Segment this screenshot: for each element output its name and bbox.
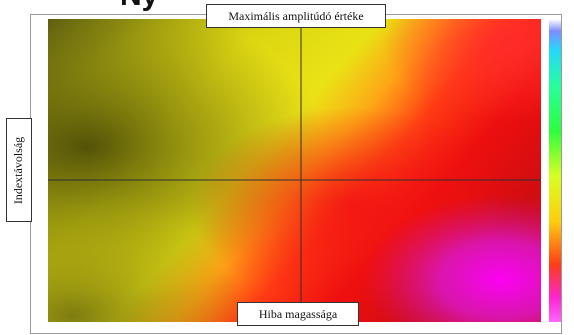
chart-title: Maximális amplitúdó értéke [228, 8, 364, 23]
colorbar [549, 19, 561, 322]
heatmap-magenta-spot [48, 19, 541, 322]
x-axis-label-box: Hiba magassága [237, 302, 359, 326]
chart-title-box: Maximális amplitúdó értéke [206, 4, 386, 28]
plot-frame [30, 14, 562, 334]
y-axis-label: Indextávolság [11, 136, 26, 204]
colorbar-scale [549, 19, 561, 322]
y-axis-label-box: Indextávolság [6, 118, 32, 222]
cropped-header-text: Ny [120, 0, 450, 14]
header-fragment: Ny [120, 0, 158, 12]
x-axis-label: Hiba magassága [258, 306, 338, 321]
heatmap-plot[interactable] [48, 19, 541, 322]
